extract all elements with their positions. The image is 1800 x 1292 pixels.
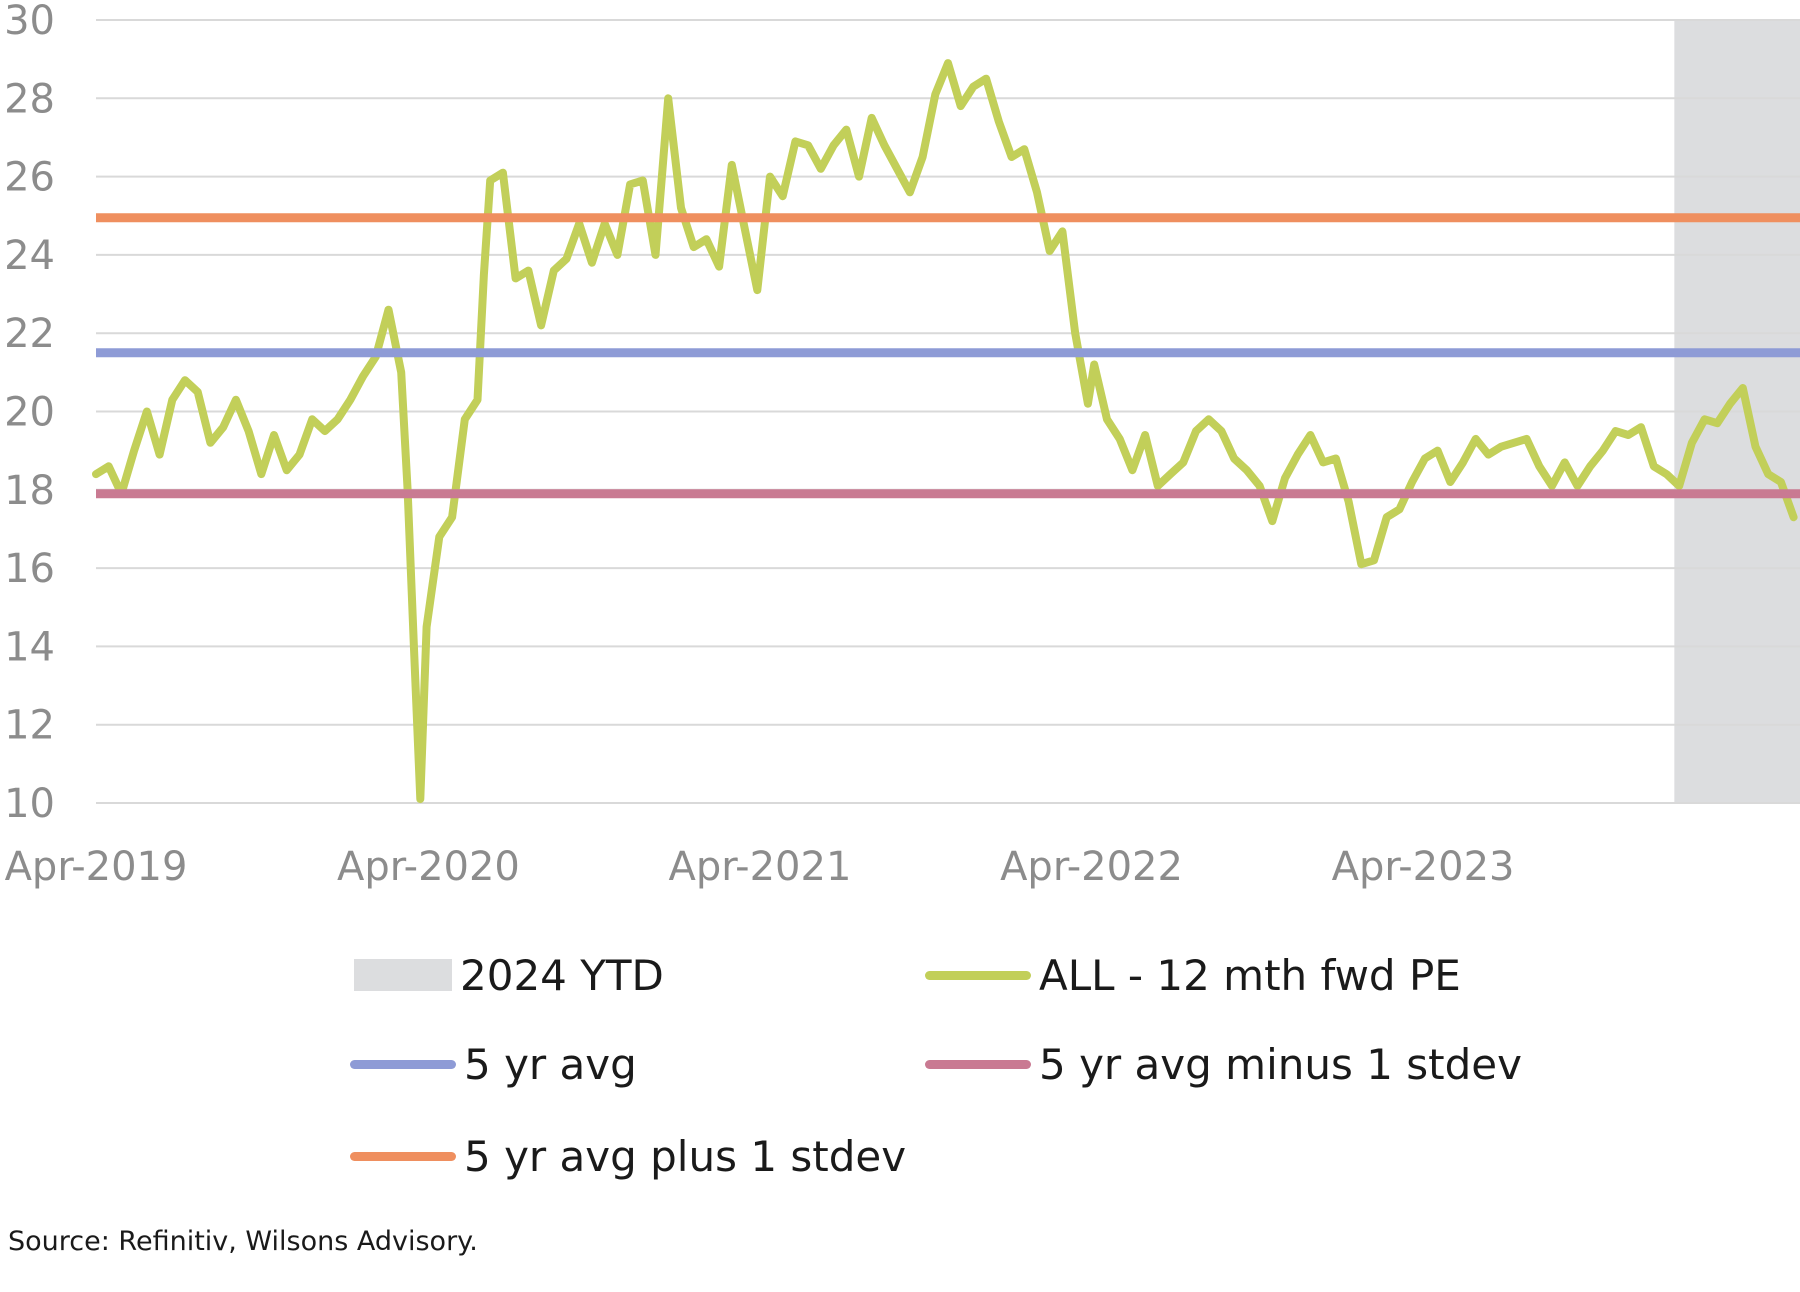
x-axis-ticks: Apr-2019 Apr-2020 Apr-2021 Apr-2022 Apr-2023 [5,844,1515,890]
x-tick-label: Apr-2019 [5,844,188,890]
x-tick-label: Apr-2022 [1000,844,1183,890]
y-tick-label: 10 [4,781,55,827]
y-tick-label: 12 [4,703,55,749]
source-note: Source: Refinitiv, Wilsons Advisory. [8,1226,478,1257]
x-tick-label: Apr-2021 [669,844,852,890]
reference-lines [96,213,1800,499]
series-layer [92,59,1798,804]
series-line-fwd-pe [92,59,1798,804]
y-tick-label: 22 [4,311,55,357]
y-tick-label: 24 [4,233,55,279]
y-tick-label: 30 [4,0,55,44]
y-tick-label: 20 [4,390,55,436]
y-tick-label: 26 [4,155,55,201]
x-tick-label: Apr-2020 [337,844,520,890]
gridlines [96,19,1800,804]
y-axis-ticks: 10 12 14 16 18 20 22 24 26 28 30 [4,0,55,827]
y-tick-label: 18 [4,468,55,514]
y-tick-label: 14 [4,624,55,670]
y-tick-label: 16 [4,546,55,592]
y-tick-label: 28 [4,76,55,122]
x-tick-label: Apr-2023 [1332,844,1515,890]
